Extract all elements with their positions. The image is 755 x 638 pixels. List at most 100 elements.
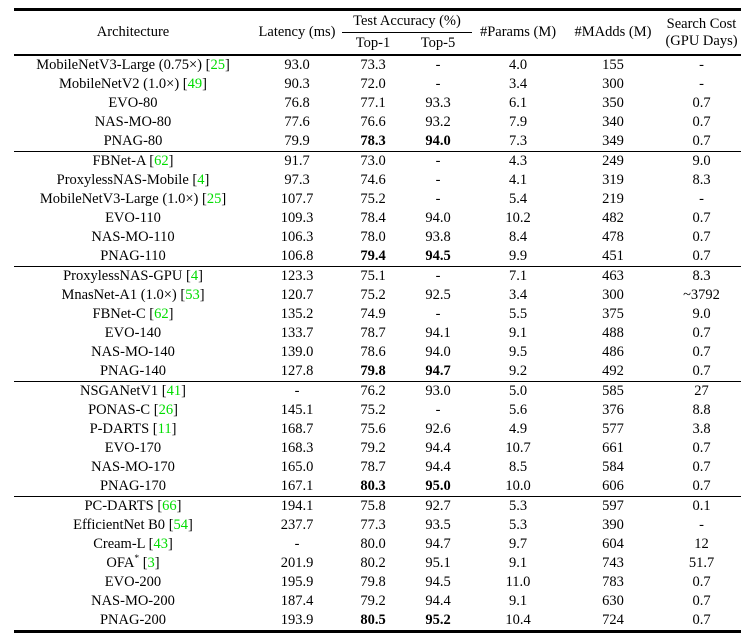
madds-cell: 478	[602, 229, 624, 245]
madds-cell: 604	[602, 536, 624, 552]
search-cost-cell: -	[699, 191, 704, 207]
top1-accuracy-cell: 77.3	[360, 517, 386, 533]
architecture-group: MobileNetV3-Large (0.75×) [25] 93.0 73.3 - 4…	[14, 55, 741, 152]
top5-accuracy-cell: 94.0	[425, 344, 451, 360]
table-row: EVO-170 168.3 79.2 94.4 10.7 661 0.7	[14, 439, 741, 458]
top5-accuracy-cell: 94.7	[425, 536, 451, 552]
latency-cell: 165.0	[280, 459, 314, 475]
params-cell: 5.3	[508, 517, 528, 533]
table-row: EVO-140 133.7 78.7 94.1 9.1 488 0.7	[14, 324, 741, 343]
latency-cell: 237.7	[280, 517, 314, 533]
top5-accuracy-cell: 93.0	[425, 383, 451, 399]
madds-cell: 743	[602, 555, 624, 571]
citation-link[interactable]: 49	[187, 76, 203, 92]
top1-accuracy-cell: 76.2	[360, 383, 386, 399]
madds-cell: 300	[602, 287, 624, 303]
latency-cell: 109.3	[280, 210, 314, 226]
latency-cell: -	[294, 383, 300, 399]
citation-link[interactable]: 43	[153, 536, 168, 552]
params-cell: 5.3	[508, 498, 528, 514]
citation-link[interactable]: 4	[190, 268, 199, 284]
search-cost-cell: 0.7	[692, 344, 711, 360]
params-cell: 3.4	[508, 76, 528, 92]
params-cell: 4.3	[508, 153, 528, 169]
top5-accuracy-cell: 93.8	[425, 229, 451, 245]
citation-link[interactable]: 66	[162, 498, 177, 514]
madds-cell: 584	[602, 459, 624, 475]
search-cost-cell: 0.7	[692, 593, 711, 609]
citation-link[interactable]: 26	[158, 402, 174, 418]
top1-accuracy-cell: 79.8	[360, 363, 386, 379]
top1-accuracy-cell: 79.8	[360, 574, 386, 590]
architecture-cell: NSGANetV1 [41]	[80, 383, 186, 399]
latency-cell: 123.3	[280, 268, 314, 284]
header-search-cost: Search Cost (GPU Days)	[662, 10, 741, 56]
architecture-cell: NAS-MO-170	[91, 459, 175, 475]
top5-accuracy-cell: 94.4	[425, 593, 451, 609]
madds-cell: 630	[602, 593, 624, 609]
citation-link[interactable]: 41	[166, 383, 182, 399]
citation-link[interactable]: 25	[210, 57, 225, 73]
architecture-cell: NAS-MO-200	[91, 593, 175, 609]
madds-cell: 155	[602, 57, 624, 73]
top1-accuracy-cell: 78.7	[360, 325, 386, 341]
citation-link[interactable]: 53	[185, 287, 200, 303]
top5-accuracy-cell: 93.2	[425, 114, 451, 130]
latency-cell: 127.8	[280, 363, 314, 379]
params-cell: 5.6	[508, 402, 528, 418]
table-row: PONAS-C [26] 145.1 75.2 - 5.6 376 8.8	[14, 401, 741, 420]
params-cell: 9.7	[508, 536, 528, 552]
citation-link[interactable]: 25	[206, 191, 222, 207]
top5-accuracy-cell: 95.1	[425, 555, 451, 571]
search-cost-cell: 9.0	[692, 306, 711, 322]
madds-cell: 492	[602, 363, 624, 379]
citation-link[interactable]: 4	[197, 172, 205, 188]
header-architecture: Architecture	[96, 24, 170, 40]
top1-accuracy-cell: 80.5	[360, 612, 386, 628]
params-cell: 3.4	[508, 287, 528, 303]
search-cost-cell: -	[699, 76, 704, 92]
top1-accuracy-cell: 75.2	[360, 402, 386, 418]
architecture-cell: MobileNetV3-Large (0.75×) [25]	[36, 57, 230, 73]
architecture-cell: ProxylessNAS-GPU [4]	[63, 268, 203, 284]
header-top5: Top-5	[420, 35, 456, 51]
citation-link[interactable]: 62	[154, 306, 169, 322]
latency-cell: 194.1	[280, 498, 314, 514]
top5-accuracy-cell: 94.4	[425, 440, 451, 456]
madds-cell: 488	[602, 325, 624, 341]
architecture-cell: P-DARTS [11]	[89, 421, 177, 437]
table-row: PNAG-140 127.8 79.8 94.7 9.2 492 0.7	[14, 362, 741, 382]
latency-cell: 168.3	[280, 440, 314, 456]
params-cell: 8.5	[508, 459, 528, 475]
top1-accuracy-cell: 77.1	[360, 95, 386, 111]
params-cell: 9.1	[508, 555, 528, 571]
search-cost-cell: 0.7	[692, 363, 711, 379]
header-params: #Params (M)	[479, 24, 557, 40]
table-row: Cream-L [43] - 80.0 94.7 9.7 604 12	[14, 535, 741, 554]
citation-link[interactable]: 62	[154, 153, 169, 169]
params-cell: 11.0	[505, 574, 531, 590]
madds-cell: 783	[602, 574, 624, 590]
citation-link[interactable]: 54	[173, 517, 189, 533]
top5-accuracy-cell: 94.1	[425, 325, 451, 341]
latency-cell: 145.1	[280, 402, 314, 418]
header-search-cost-line2: (GPU Days)	[665, 32, 738, 49]
citation-link[interactable]: 11	[157, 421, 172, 437]
citation-link[interactable]: 3	[147, 555, 155, 571]
table-row: PNAG-110 106.8 79.4 94.5 9.9 451 0.7	[14, 247, 741, 267]
latency-cell: 106.8	[280, 248, 314, 264]
latency-cell: -	[294, 536, 300, 552]
architecture-group: ProxylessNAS-GPU [4] 123.3 75.1 - 7.1 463 8.3 M…	[14, 266, 741, 382]
madds-cell: 463	[602, 268, 624, 284]
top1-accuracy-cell: 80.0	[360, 536, 386, 552]
top5-accuracy-cell: 93.5	[425, 517, 451, 533]
table-row: NAS-MO-200 187.4 79.2 94.4 9.1 630 0.7	[14, 592, 741, 611]
header-test-accuracy: Test Accuracy (%)	[342, 9, 472, 33]
architecture-cell: EfficientNet B0 [54]	[73, 517, 193, 533]
madds-cell: 606	[602, 478, 624, 494]
search-cost-cell: 0.7	[692, 210, 711, 226]
madds-cell: 451	[602, 248, 624, 264]
madds-cell: 724	[602, 612, 624, 628]
top5-accuracy-cell: 94.7	[425, 363, 451, 379]
latency-cell: 120.7	[280, 287, 314, 303]
